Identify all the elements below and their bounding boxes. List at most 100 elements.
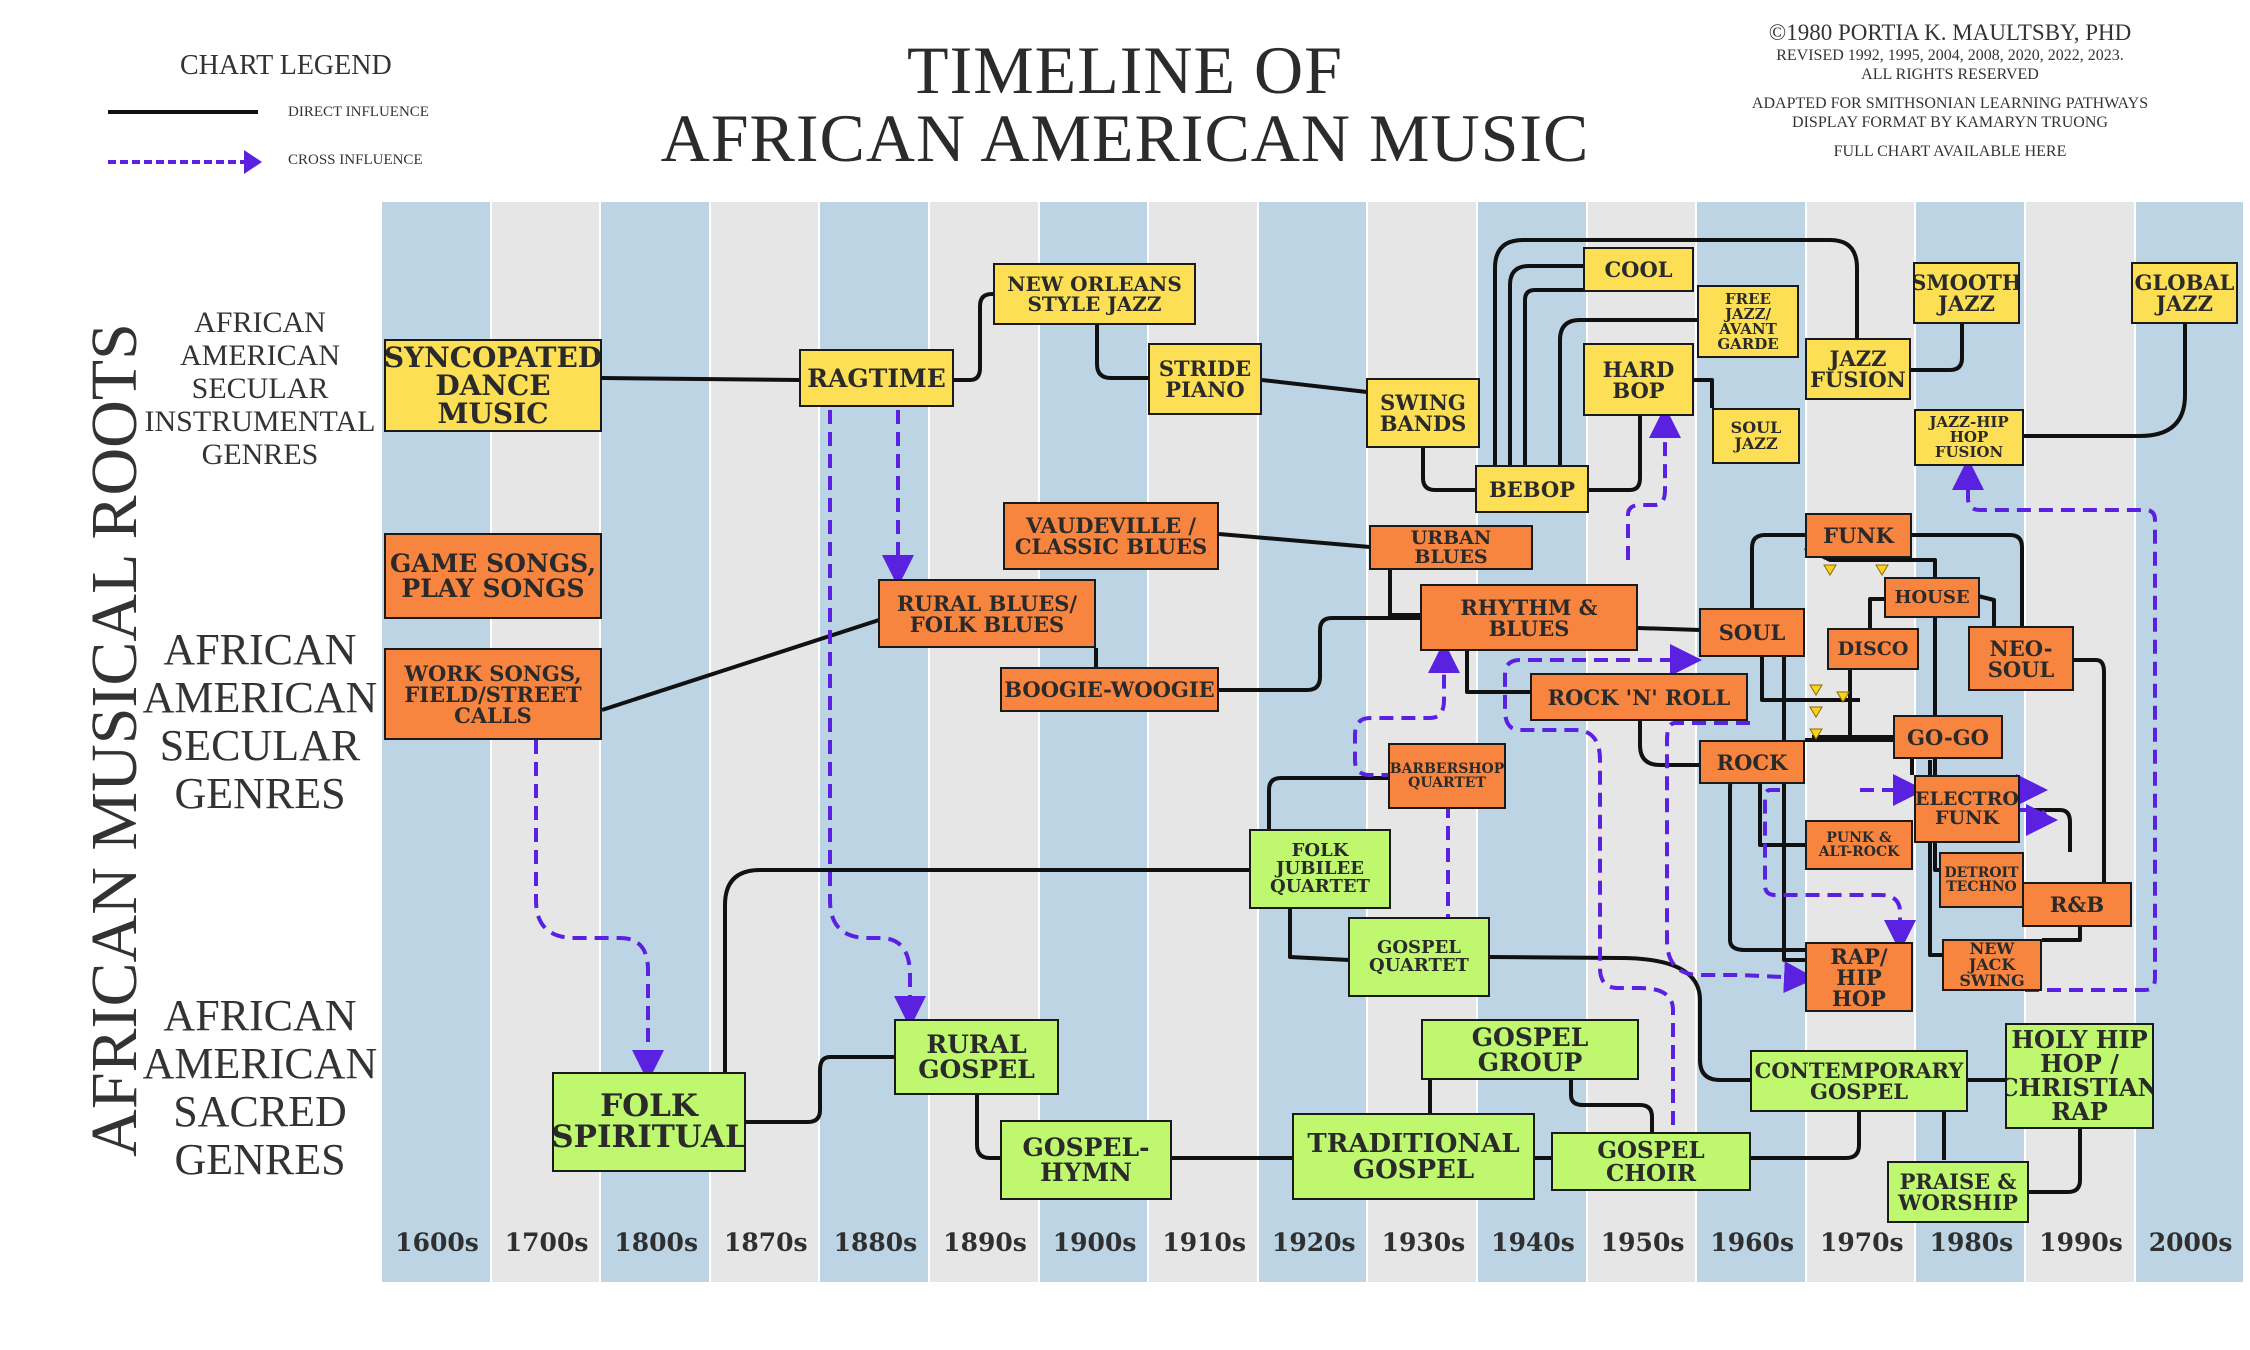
genre-new-jack-swing[interactable]: NEW JACK SWING [1942,939,2042,991]
decade-label-1930s: 1930s [1381,1228,1466,1257]
genre-rap-hip-hop[interactable]: RAP/ HIP HOP [1805,942,1913,1012]
genre-game-songs[interactable]: GAME SONGS, PLAY SONGS [384,533,602,619]
genre-traditional-gospel[interactable]: TRADITIONAL GOSPEL [1292,1113,1535,1200]
genre-work-songs[interactable]: WORK SONGS, FIELD/STREET CALLS [384,648,602,740]
genre-swing-bands[interactable]: SWING BANDS [1366,378,1480,448]
direct-influence-line [2074,658,2106,883]
genre-holy-hip-hop-christian-rap[interactable]: HOLY HIP HOP / CHRISTIAN RAP [2005,1023,2154,1129]
direct-influence-line [723,868,1250,1073]
genre-soul[interactable]: SOUL [1699,608,1805,657]
genre-gospel-choir[interactable]: GOSPEL CHOIR [1551,1132,1751,1191]
cross-influence-line [1503,644,1702,1125]
direct-influence-line [1589,416,1642,492]
cross-influence-line [1626,406,1681,560]
display-format-line: DISPLAY FORMAT BY KAMARYN TRUONG [1792,114,2108,131]
genre-folk-spiritual[interactable]: FOLK SPIRITUAL [552,1072,746,1172]
direct-influence-line [1728,763,1806,952]
genre-rock-n-roll[interactable]: ROCK 'N' ROLL [1530,673,1748,721]
direct-influence-line [2042,927,2082,942]
genre-disco[interactable]: DISCO [1827,628,1919,670]
direct-influence-line [1911,324,1964,372]
genre-jazz-hip-hop-fusion[interactable]: JAZZ-HIP HOP FUSION [1914,409,2024,466]
category-sacred-label: AFRICAN AMERICAN SACRED GENRES [142,991,378,1184]
full-chart-link[interactable]: FULL CHART AVAILABLE HERE [1833,143,2067,160]
legend-title: CHART LEGEND [180,50,392,81]
decade-label-1960s: 1960s [1710,1228,1795,1257]
decade-label-1890s: 1890s [943,1228,1027,1257]
decade-label-1900s: 1900s [1052,1228,1137,1257]
genre-contemporary-gospel[interactable]: CONTEMPORARY GOSPEL [1750,1050,1968,1112]
genre-neo-soul[interactable]: NEO- SOUL [1968,626,2074,691]
direct-influence-line [1288,909,1350,962]
genre-rhythm-and-blues[interactable]: RHYTHM & BLUES [1420,584,1638,651]
genre-rural-gospel[interactable]: RURAL GOSPEL [894,1019,1059,1095]
genre-stride-piano[interactable]: STRIDE PIANO [1148,343,1262,415]
genre-urban-blues[interactable]: URBAN BLUES [1369,525,1533,570]
cross-influence-line [2020,799,2062,832]
direct-influence-line [1261,378,1368,394]
cross-influence-line [1763,788,1916,952]
genre-vaudeville-classic-blues[interactable]: VAUDEVILLE / CLASSIC BLUES [1003,502,1219,570]
decade-label-1870s: 1870s [723,1228,808,1257]
genre-cool[interactable]: COOL [1583,247,1694,292]
genre-detroit-techno[interactable]: DETROIT TECHNO [1939,852,2024,908]
direct-influence-line [954,292,994,382]
direct-influence-line [975,1095,1001,1160]
genre-rock[interactable]: ROCK [1699,740,1805,784]
direct-influence-line [1489,955,1751,1082]
cross-influence-label: CROSS INFLUENCE [288,152,423,168]
decade-label-1920s: 1920s [1271,1228,1356,1257]
genre-syncopated-dance-music[interactable]: SYNCOPATED DANCE MUSIC [384,339,602,432]
direct-influence-line [1465,651,1531,694]
genre-house[interactable]: HOUSE [1884,577,1980,618]
adapted-line: ADAPTED FOR SMITHSONIAN LEARNING PATHWAY… [1751,95,2149,112]
genre-funk[interactable]: FUNK [1805,513,1912,558]
genre-smooth-jazz[interactable]: SMOOTH JAZZ [1913,262,2020,324]
genre-praise-and-worship[interactable]: PRAISE & WORSHIP [1887,1161,2029,1223]
copyright-line: ©1980 PORTIA K. MAULTSBY, PHD [1768,20,2132,45]
genre-folk-jubilee-quartet[interactable]: FOLK JUBILEE QUARTET [1249,829,1391,909]
title-line-1: TIMELINE OF [907,32,1343,108]
direct-influence-line [1637,626,1701,632]
genre-boogie-woogie[interactable]: BOOGIE-WOOGIE [1000,667,1219,712]
genre-gospel-group[interactable]: GOSPEL GROUP [1421,1019,1639,1080]
cross-influence-line [828,410,926,1028]
direct-influence-line [1638,721,1700,767]
small-arrow-icon [1809,706,1823,718]
small-arrow-icon [1809,728,1823,740]
genre-rural-blues[interactable]: RURAL BLUES/ FOLK BLUES [878,579,1096,648]
credits-block: ©1980 PORTIA K. MAULTSBY, PHD REVISED 19… [1720,20,2180,161]
cross-influence-line [1665,721,1816,994]
genre-gospel-hymn[interactable]: GOSPEL- HYMN [1000,1120,1172,1200]
direct-influence-line [601,376,801,382]
genre-soul-jazz[interactable]: SOUL JAZZ [1712,408,1800,464]
rights-line: ALL RIGHTS RESERVED [1861,66,2039,83]
genre-jazz-fusion[interactable]: JAZZ FUSION [1805,338,1911,400]
genre-ragtime[interactable]: RAGTIME [799,349,954,407]
direct-influence-line [1694,378,1714,408]
direct-influence-line [1868,597,1884,628]
genre-gospel-quartet[interactable]: GOSPEL QUARTET [1348,917,1490,997]
direct-influence-line [1421,448,1476,492]
small-arrow-icon [1809,684,1823,696]
decade-label-1940s: 1940s [1491,1228,1575,1257]
genre-global-jazz[interactable]: GLOBAL JAZZ [2131,262,2238,324]
genre-go-go[interactable]: GO-GO [1893,715,2003,759]
genre-punk-alt-rock[interactable]: PUNK & ALT-ROCK [1805,820,1913,870]
genre-free-jazz-avant-garde[interactable]: FREE JAZZ/ AVANT GARDE [1697,285,1799,358]
genre-hard-bop[interactable]: HARD BOP [1583,343,1694,416]
genre-new-orleans-jazz[interactable]: NEW ORLEANS STYLE JAZZ [993,263,1196,325]
genre-r-and-b[interactable]: R&B [2022,882,2132,927]
direct-influence-line [1388,570,1421,617]
cross-influence-arrow-icon [244,150,262,174]
direct-influence-line [1558,318,1698,480]
category-instrumental-label: AFRICAN AMERICAN SECULAR INSTRUMENTAL GE… [144,306,376,471]
decade-label-1600s: 1600s [395,1228,479,1257]
decade-column-1900s [1039,202,1148,1282]
genre-barbershop-quartet[interactable]: BARBERSHOP QUARTET [1388,743,1506,809]
genre-bebop[interactable]: BEBOP [1475,465,1589,513]
direct-influence-line [1782,657,1806,962]
decade-label-1700s: 1700s [504,1228,589,1257]
genre-electro-funk[interactable]: ELECTRO FUNK [1914,775,2020,843]
